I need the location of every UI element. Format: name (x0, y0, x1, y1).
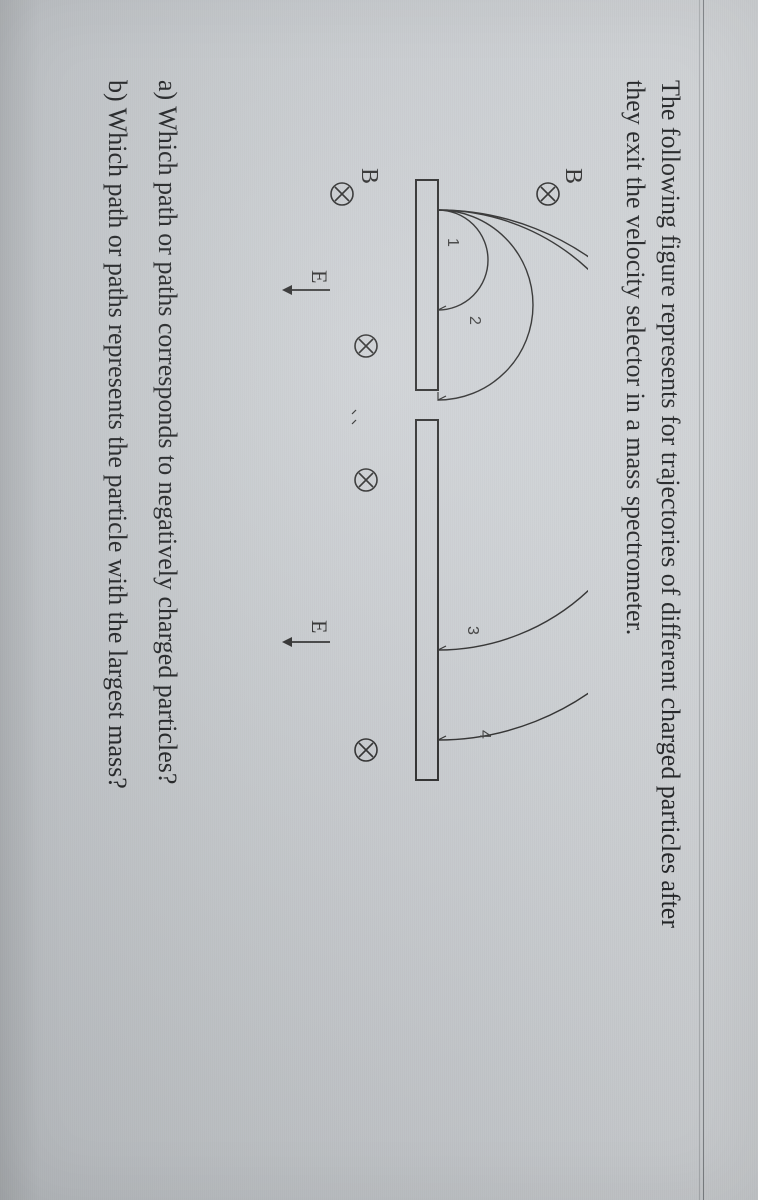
label-2: 2 (466, 316, 483, 325)
prompt-text: The following figure represents for traj… (618, 80, 688, 1140)
label-1: 1 (444, 238, 461, 247)
into-page-icon (355, 335, 377, 357)
label-E-right: E (307, 620, 332, 633)
questions: a) Which path or paths corresponds to ne… (93, 80, 192, 1140)
label-B-lower: B (356, 168, 382, 184)
tick-mark (352, 420, 356, 424)
into-page-icon (355, 739, 377, 761)
into-page-icon (537, 183, 559, 205)
trajectory-4-arrow (438, 732, 446, 740)
label-B-upper: B (560, 168, 586, 184)
divider-top-soft (699, 0, 700, 1200)
trajectory-3 (438, 210, 588, 650)
into-page-icon (355, 469, 377, 491)
tick-mark (352, 410, 356, 414)
e-arrowhead-right (282, 637, 292, 647)
figure-svg: B 1 2 3 (248, 120, 588, 880)
label-4: 4 (476, 730, 493, 739)
question-a: a) Which path or paths corresponds to ne… (142, 80, 191, 1140)
trajectory-1 (438, 210, 488, 310)
prompt-line-2: they exit the velocity selector in a mas… (621, 80, 650, 635)
plate-left (416, 180, 438, 390)
prompt-line-1: The following figure represents for traj… (656, 80, 685, 928)
content: The following figure represents for traj… (30, 80, 688, 1140)
trajectory-4 (438, 210, 588, 740)
trajectory-3-arrow (438, 642, 446, 650)
label-3: 3 (464, 626, 481, 635)
label-E-left: E (307, 270, 332, 283)
spectrometer-figure: B 1 2 3 (228, 120, 588, 880)
trajectory-1-arrow (438, 302, 446, 310)
plate-right (416, 420, 438, 780)
question-b: b) Which path or paths represents the pa… (93, 80, 142, 1140)
e-arrowhead-left (282, 285, 292, 295)
divider-top (703, 0, 704, 1200)
page: The following figure represents for traj… (0, 0, 758, 1200)
into-page-icon (331, 183, 353, 205)
trajectory-2-arrow (438, 392, 446, 400)
